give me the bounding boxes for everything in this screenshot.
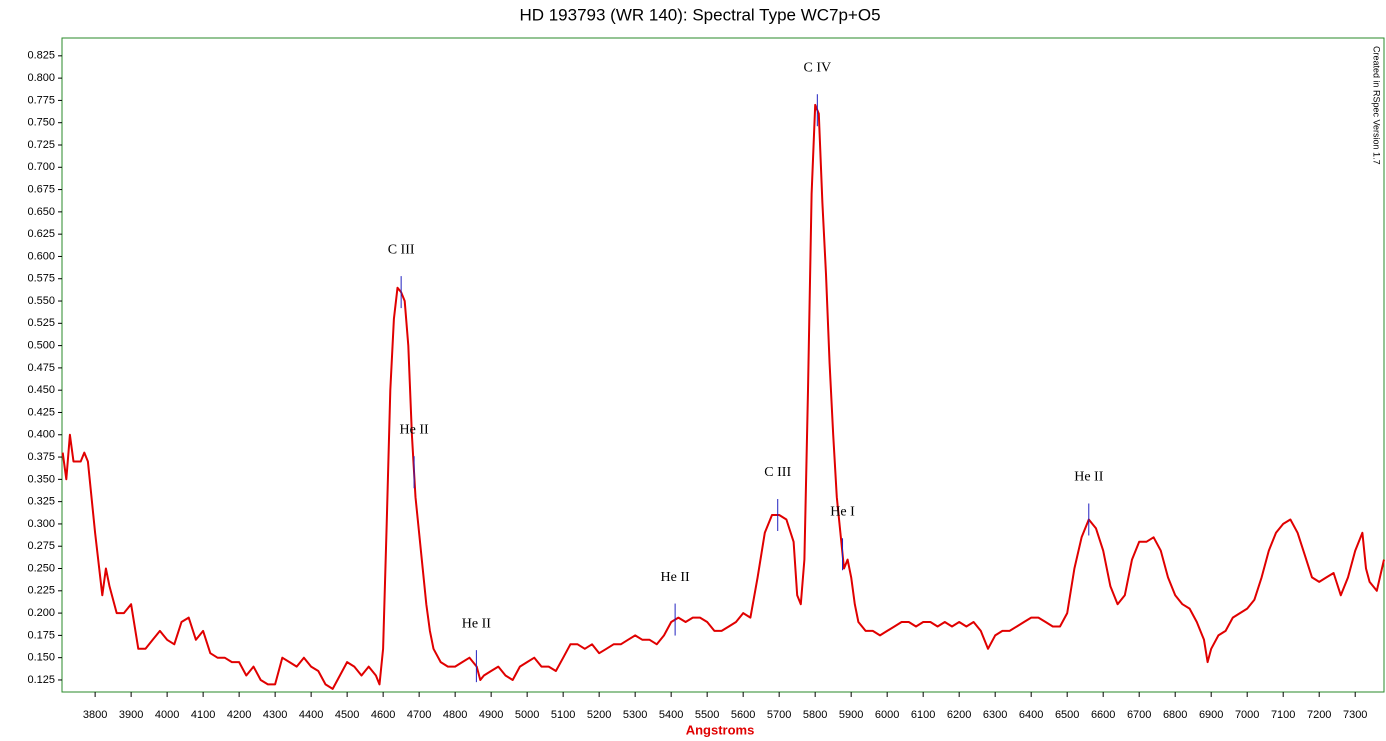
x-tick-label: 6800	[1163, 709, 1187, 721]
y-tick-label: 0.825	[27, 50, 55, 62]
line-label: He I	[830, 504, 855, 519]
x-tick-label: 6900	[1199, 709, 1223, 721]
y-tick-label: 0.575	[27, 273, 55, 285]
line-label: He II	[462, 616, 491, 631]
x-tick-label: 4800	[443, 709, 467, 721]
y-tick-label: 0.550	[27, 295, 55, 307]
x-tick-label: 4600	[371, 709, 395, 721]
x-tick-label: 6300	[983, 709, 1007, 721]
x-tick-label: 7200	[1307, 709, 1331, 721]
x-tick-label: 6500	[1055, 709, 1079, 721]
y-tick-label: 0.200	[27, 607, 55, 619]
y-tick-label: 0.600	[27, 250, 55, 262]
x-tick-label: 6200	[947, 709, 971, 721]
line-label: He II	[661, 570, 690, 585]
y-tick-label: 0.450	[27, 384, 55, 396]
x-tick-label: 5300	[623, 709, 647, 721]
y-tick-label: 0.650	[27, 206, 55, 218]
x-tick-label: 5500	[695, 709, 719, 721]
y-tick-label: 0.750	[27, 117, 55, 129]
x-tick-label: 6000	[875, 709, 899, 721]
spectrum-line	[61, 103, 1385, 690]
x-tick-label: 4000	[155, 709, 179, 721]
x-tick-label: 3900	[119, 709, 143, 721]
line-label: C III	[764, 465, 791, 480]
y-tick-label: 0.350	[27, 473, 55, 485]
x-tick-label: 4500	[335, 709, 359, 721]
x-tick-label: 5600	[731, 709, 755, 721]
line-label: C IV	[804, 60, 832, 75]
y-tick-label: 0.625	[27, 228, 55, 240]
y-tick-label: 0.150	[27, 652, 55, 664]
x-tick-label: 6400	[1019, 709, 1043, 721]
x-tick-label: 6100	[911, 709, 935, 721]
y-tick-label: 0.425	[27, 406, 55, 418]
y-tick-label: 0.325	[27, 496, 55, 508]
y-tick-label: 0.275	[27, 540, 55, 552]
x-tick-label: 4200	[227, 709, 251, 721]
x-axis-label: Angstroms	[686, 722, 755, 737]
x-tick-label: 4700	[407, 709, 431, 721]
line-label: He II	[400, 422, 429, 437]
y-tick-label: 0.800	[27, 72, 55, 84]
y-tick-label: 0.475	[27, 362, 55, 374]
x-tick-label: 4100	[191, 709, 215, 721]
y-tick-label: 0.725	[27, 139, 55, 151]
x-tick-label: 3800	[83, 709, 107, 721]
x-tick-label: 6700	[1127, 709, 1151, 721]
x-tick-label: 5900	[839, 709, 863, 721]
y-tick-label: 0.675	[27, 183, 55, 195]
x-tick-label: 7100	[1271, 709, 1295, 721]
chart-title: HD 193793 (WR 140): Spectral Type WC7p+O…	[519, 5, 880, 24]
x-tick-label: 7000	[1235, 709, 1259, 721]
y-tick-label: 0.375	[27, 451, 55, 463]
x-tick-label: 5700	[767, 709, 791, 721]
x-tick-label: 5400	[659, 709, 683, 721]
x-tick-label: 5000	[515, 709, 539, 721]
y-tick-label: 0.400	[27, 429, 55, 441]
x-tick-label: 5800	[803, 709, 827, 721]
x-tick-label: 7300	[1343, 709, 1367, 721]
x-tick-label: 5100	[551, 709, 575, 721]
x-tick-label: 5200	[587, 709, 611, 721]
x-tick-label: 4400	[299, 709, 323, 721]
y-tick-label: 0.500	[27, 340, 55, 352]
y-tick-label: 0.775	[27, 94, 55, 106]
y-tick-label: 0.125	[27, 674, 55, 686]
x-tick-label: 4300	[263, 709, 287, 721]
y-tick-label: 0.300	[27, 518, 55, 530]
x-tick-label: 6600	[1091, 709, 1115, 721]
plot-border	[61, 37, 1385, 693]
y-tick-label: 0.525	[27, 317, 55, 329]
y-tick-label: 0.700	[27, 161, 55, 173]
y-tick-label: 0.250	[27, 562, 55, 574]
watermark: Created in RSpec Version 1.7	[1372, 46, 1382, 165]
y-tick-label: 0.175	[27, 629, 55, 641]
line-label: C III	[388, 242, 415, 257]
y-tick-label: 0.225	[27, 585, 55, 597]
line-label: He II	[1074, 470, 1103, 485]
x-tick-label: 4900	[479, 709, 503, 721]
